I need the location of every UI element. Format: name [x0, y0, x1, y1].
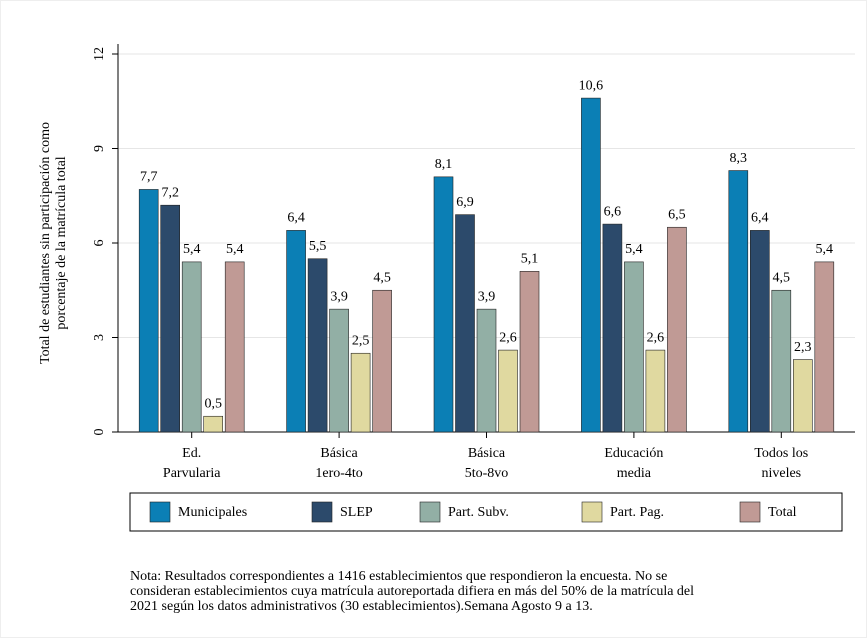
legend-box [129, 492, 843, 532]
bar [160, 204, 180, 433]
legend-swatch [739, 501, 761, 523]
bar [624, 261, 644, 433]
bar [728, 170, 749, 433]
bar [138, 189, 159, 433]
bar [498, 349, 518, 433]
y-axis-label: porcentaje de la matrícula total [54, 156, 69, 329]
bar [602, 223, 623, 433]
note: 2021 según los datos administrativos (30… [130, 599, 593, 614]
bar [181, 261, 202, 433]
value-label: 8,3 [730, 151, 748, 166]
x-tick-label: niveles [761, 466, 801, 481]
legend-swatch [149, 501, 171, 523]
x-tick-label: 1ero-4to [315, 466, 362, 481]
bar [203, 415, 223, 433]
value-label: 5,4 [226, 242, 244, 257]
bar [433, 176, 454, 433]
value-label: 2,5 [352, 333, 370, 348]
note: Nota: Resultados correspondientes a 1416… [130, 569, 667, 584]
value-label: 5,4 [816, 242, 834, 257]
x-tick-label: 5to-8vo [465, 466, 509, 481]
value-label: 4,5 [773, 270, 791, 285]
x-tick-label: Todos los [754, 446, 808, 461]
value-label: 0,5 [204, 396, 222, 411]
bar [814, 261, 835, 433]
bar [329, 308, 349, 433]
bar [792, 359, 813, 433]
legend-label: SLEP [340, 505, 373, 520]
value-label: 3,9 [478, 289, 496, 304]
bar [224, 261, 245, 433]
x-tick-label: Parvularia [163, 466, 221, 481]
value-label: 6,5 [668, 207, 686, 222]
value-label: 6,6 [604, 204, 622, 219]
bar [372, 289, 392, 433]
x-tick-label: Educación [604, 446, 663, 461]
bar [749, 230, 770, 433]
value-label: 10,6 [579, 78, 604, 93]
bar [307, 258, 328, 433]
value-label: 3,9 [330, 289, 348, 304]
y-tick-label: 0 [92, 429, 107, 436]
value-label: 5,4 [183, 242, 201, 257]
legend-swatch [419, 501, 441, 523]
y-tick-label: 6 [92, 240, 107, 247]
value-label: 7,7 [140, 170, 158, 185]
value-label: 8,1 [435, 157, 453, 172]
value-label: 5,5 [309, 239, 327, 254]
value-label: 6,4 [287, 211, 305, 226]
bar [771, 289, 792, 433]
value-label: 5,1 [521, 252, 539, 267]
bar [455, 214, 475, 433]
value-label: 2,6 [499, 330, 517, 345]
value-label: 7,2 [161, 185, 179, 200]
value-label: 6,4 [751, 211, 769, 226]
value-label: 2,3 [794, 340, 812, 355]
bar [581, 97, 601, 433]
bar [519, 271, 540, 433]
legend-label: Total [768, 505, 797, 520]
bar [476, 308, 497, 433]
y-tick-label: 9 [92, 145, 107, 152]
legend-swatch [311, 501, 333, 523]
legend-label: Municipales [178, 505, 247, 520]
y-tick-label: 3 [92, 334, 107, 341]
y-tick-label: 12 [92, 47, 107, 61]
x-tick-label: Básica [468, 446, 506, 461]
x-tick-label: Básica [320, 446, 358, 461]
x-tick-label: media [617, 466, 652, 481]
bar [350, 352, 371, 433]
value-label: 4,5 [373, 270, 391, 285]
value-label: 2,6 [647, 330, 665, 345]
y-axis-label: Total de estudiantes sin participación c… [38, 122, 53, 364]
bar [645, 349, 666, 433]
legend-label: Part. Pag. [610, 505, 664, 520]
bar [286, 230, 306, 433]
value-label: 6,9 [456, 195, 474, 210]
legend-label: Part. Subv. [448, 505, 509, 520]
bar [667, 226, 687, 433]
note: consideran establecimientos cuya matrícu… [130, 584, 694, 599]
value-label: 5,4 [625, 242, 643, 257]
x-tick-label: Ed. [182, 446, 201, 461]
legend-swatch [581, 501, 603, 523]
